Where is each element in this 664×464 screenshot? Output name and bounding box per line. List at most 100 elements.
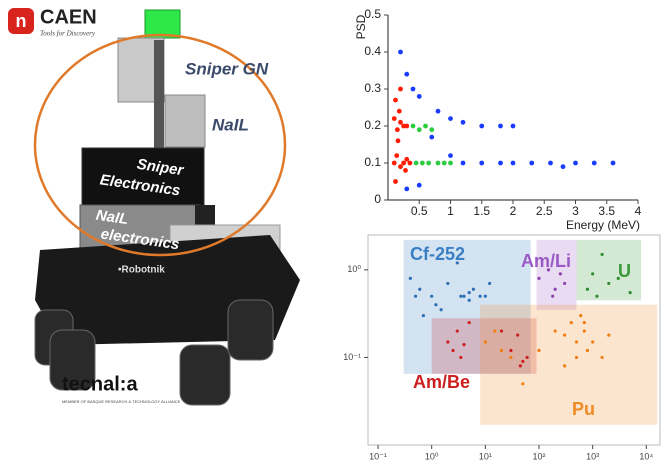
data-point [499, 348, 504, 353]
data-point [479, 123, 485, 129]
data-point [553, 287, 557, 291]
data-point [462, 343, 466, 347]
data-point [446, 281, 450, 286]
data-point [569, 320, 573, 325]
data-point [471, 287, 476, 291]
data-point [525, 355, 529, 360]
data-point [591, 160, 597, 166]
x-tick-label: 3 [572, 204, 579, 218]
data-point [573, 160, 578, 166]
data-point [394, 127, 400, 133]
data-point [459, 294, 463, 298]
data-point [404, 123, 410, 129]
data-point [429, 127, 435, 133]
data-point [582, 329, 586, 333]
data-point [582, 320, 586, 325]
data-point [416, 94, 422, 99]
data-point [435, 160, 441, 166]
x-tick-label: 10² [532, 451, 545, 461]
data-point [487, 281, 492, 286]
data-point [410, 86, 416, 92]
data-point [448, 116, 453, 121]
y-tick-label: 0.5 [364, 7, 381, 21]
logo-mark-letter: n [16, 11, 27, 31]
data-point [585, 348, 590, 353]
data-point [499, 329, 504, 333]
data-point [391, 116, 397, 121]
data-point [410, 123, 416, 129]
x-tick-label: 2 [510, 204, 517, 218]
data-point [407, 160, 413, 166]
region [431, 318, 537, 374]
region-label: Cf-252 [410, 244, 465, 264]
x-tick-label: 1 [447, 204, 454, 218]
data-point [462, 294, 466, 298]
region [576, 239, 642, 301]
data-point [600, 252, 604, 257]
data-point [393, 179, 398, 184]
data-point [459, 355, 463, 360]
partner-tagline: MEMBER OF BASQUE RESEARCH & TECHNOLOGY A… [62, 399, 181, 404]
data-point [395, 138, 401, 144]
region-label: Am/Li [521, 251, 571, 271]
data-point [548, 160, 553, 166]
data-point [562, 364, 567, 368]
data-point [408, 276, 412, 280]
logo-name: CAEN [40, 6, 97, 28]
data-point [521, 359, 525, 364]
data-point [610, 160, 616, 166]
y-tick-label: 10⁻¹ [343, 352, 361, 362]
data-point [562, 281, 567, 286]
data-point [518, 364, 522, 368]
data-point [404, 71, 410, 77]
detector-label: NaIL [212, 115, 249, 134]
robot-illustration [34, 9, 300, 406]
data-point [441, 160, 447, 166]
data-point [423, 123, 428, 129]
data-point [398, 86, 403, 92]
x-tick-label: 0.5 [411, 204, 428, 218]
x-tick-label: 4 [635, 204, 642, 218]
data-point [404, 186, 410, 192]
x-tick-label: 10⁴ [639, 451, 653, 461]
data-point [498, 160, 503, 166]
data-point [616, 276, 620, 280]
data-point [467, 298, 471, 302]
data-point [439, 308, 443, 312]
data-point [546, 268, 551, 272]
data-point [560, 164, 566, 170]
y-tick-label: 0.3 [364, 81, 381, 95]
data-point [509, 348, 513, 353]
region-label: U [618, 261, 631, 281]
x-tick-label: 1.5 [473, 204, 490, 218]
x-tick-label: 10³ [586, 451, 599, 461]
y-axis-label: PSD [354, 14, 368, 39]
data-point [455, 329, 459, 333]
region [536, 239, 577, 310]
electronics-label: NaIL [95, 207, 130, 228]
plot-frame [367, 234, 661, 446]
y-tick-label: 10⁰ [347, 264, 361, 274]
data-point [551, 294, 555, 298]
data-point [562, 333, 567, 337]
x-tick-label: 3.5 [598, 204, 615, 218]
data-point [460, 119, 466, 125]
partner-name: tecnal:a [62, 373, 138, 395]
data-point [413, 160, 419, 166]
robot-brand: •Robotnik [118, 265, 165, 276]
data-point [421, 314, 425, 318]
data-point [416, 182, 422, 188]
x-axis-label: Energy (MeV) [566, 218, 640, 232]
data-point [510, 160, 516, 166]
data-point [398, 164, 403, 170]
data-point [393, 97, 398, 103]
data-point [558, 272, 562, 276]
data-point [396, 108, 402, 114]
data-point [467, 290, 471, 295]
data-point [451, 348, 455, 353]
data-point [607, 281, 611, 286]
data-point [446, 340, 450, 344]
data-point [521, 382, 525, 386]
data-point [483, 340, 487, 344]
detector-label: Sniper GN [185, 59, 269, 78]
